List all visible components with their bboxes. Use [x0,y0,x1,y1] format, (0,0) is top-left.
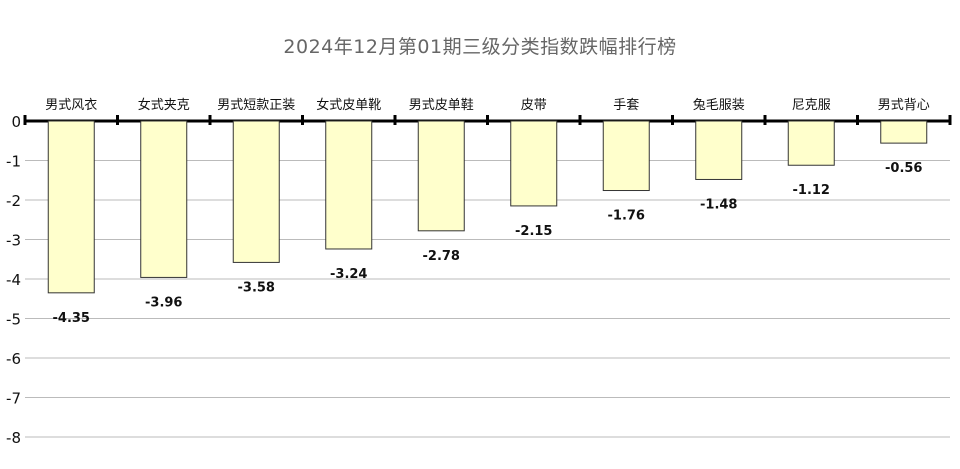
chart-title: 2024年12月第01期三级分类指数跌幅排行榜 [283,36,677,58]
category-label: 男式背心 [878,98,930,113]
bar [325,120,373,250]
data-label: -2.15 [515,224,552,239]
y-tick-label: -3 [6,232,21,250]
bar [510,120,558,207]
bar [787,120,835,166]
y-tick-label: -5 [6,311,21,329]
data-label: -1.76 [608,209,645,224]
data-label: -3.24 [330,267,367,282]
category-label: 女式皮单靴 [316,97,381,113]
bar [880,120,928,144]
category-label: 男式皮单鞋 [409,97,474,113]
data-label: -4.35 [53,311,90,326]
data-label: -3.96 [145,295,182,310]
category-label: 尼克服 [792,98,831,113]
data-label: -1.12 [793,183,830,198]
category-label: 男式风衣 [45,97,97,113]
bar [140,120,188,278]
y-tick-label: 0 [11,113,21,131]
bar [47,120,95,294]
bar [695,120,743,180]
y-tick-label: -2 [6,192,21,210]
y-tick-label: -4 [6,271,21,289]
y-tick-label: -8 [6,429,21,447]
y-tick-label: -7 [6,390,21,408]
data-label: -3.58 [238,280,275,295]
y-tick-label: -1 [6,153,21,171]
category-label: 女式夹克 [138,97,190,113]
bar [417,120,465,232]
bar [232,120,280,263]
bar [602,120,650,192]
y-tick-label: -6 [6,350,21,368]
data-label: -0.56 [885,161,922,176]
category-label: 男式短款正装 [217,98,295,113]
category-label: 兔毛服装 [693,98,745,113]
category-label: 手套 [613,97,639,113]
data-label: -2.78 [423,249,460,264]
data-label: -1.48 [700,197,737,212]
category-label: 皮带 [521,98,547,113]
